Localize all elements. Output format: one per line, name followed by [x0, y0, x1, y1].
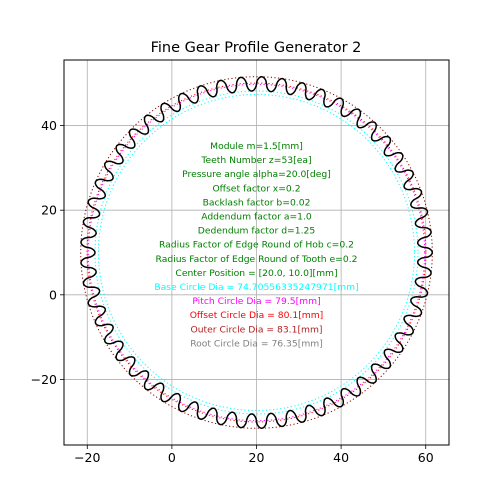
chart-title: Fine Gear Profile Generator 2 — [151, 40, 362, 56]
annotations: Module m=1.5[mm] Teeth Number z=53[ea] Pre… — [154, 141, 358, 349]
x-axis-ticks: −20 0 20 40 60 — [74, 445, 434, 465]
annotation-label: Pitch Circle Dia = 79.5[mm] — [192, 296, 320, 307]
root-circle — [94, 90, 419, 415]
annotation-label: Root Circle Dia = 76.35[mm] — [190, 338, 323, 349]
offset-circle — [86, 82, 427, 423]
y-axis-ticks: −20 0 20 40 — [31, 118, 64, 387]
y-tick-label: 0 — [49, 287, 57, 302]
annotation-label: Radius Factor of Edge Round of Tooth e=0… — [156, 254, 358, 265]
annotation-label: Center Position = [20.0, 10.0][mm] — [175, 268, 337, 279]
grid — [64, 60, 449, 445]
x-tick-label: 40 — [333, 450, 349, 465]
y-tick-label: 20 — [41, 203, 57, 218]
annotation-label: Base Circle Dia = 74.70556335247971[mm] — [154, 282, 358, 293]
annotation-label: Teeth Number z=53[ea] — [200, 155, 311, 166]
annotation-label: Outer Circle Dia = 83.1[mm] — [190, 324, 322, 335]
annotation-label: Addendum factor a=1.0 — [201, 212, 312, 223]
x-tick-label: 20 — [249, 450, 265, 465]
x-tick-label: 0 — [168, 450, 176, 465]
annotation-label: Radius Factor of Edge Round of Hob c=0.2 — [159, 240, 354, 251]
x-tick-label: −20 — [74, 450, 100, 465]
base-circle — [97, 93, 416, 412]
annotation-label: Pressure angle alpha=20.0[deg] — [182, 169, 331, 180]
annotation-label: Dedendum factor d=1.25 — [198, 226, 316, 237]
gear-profile-line — [80, 76, 434, 429]
y-tick-label: 40 — [41, 118, 57, 133]
y-tick-label: −20 — [31, 372, 57, 387]
gear-profile — [80, 76, 434, 429]
annotation-label: Backlash factor b=0.02 — [203, 197, 311, 208]
x-tick-label: 60 — [418, 450, 434, 465]
annotation-label: Offset factor x=0.2 — [212, 183, 300, 194]
annotation-label: Module m=1.5[mm] — [210, 141, 303, 152]
annotation-label: Offset Circle Dia = 80.1[mm] — [190, 310, 324, 321]
